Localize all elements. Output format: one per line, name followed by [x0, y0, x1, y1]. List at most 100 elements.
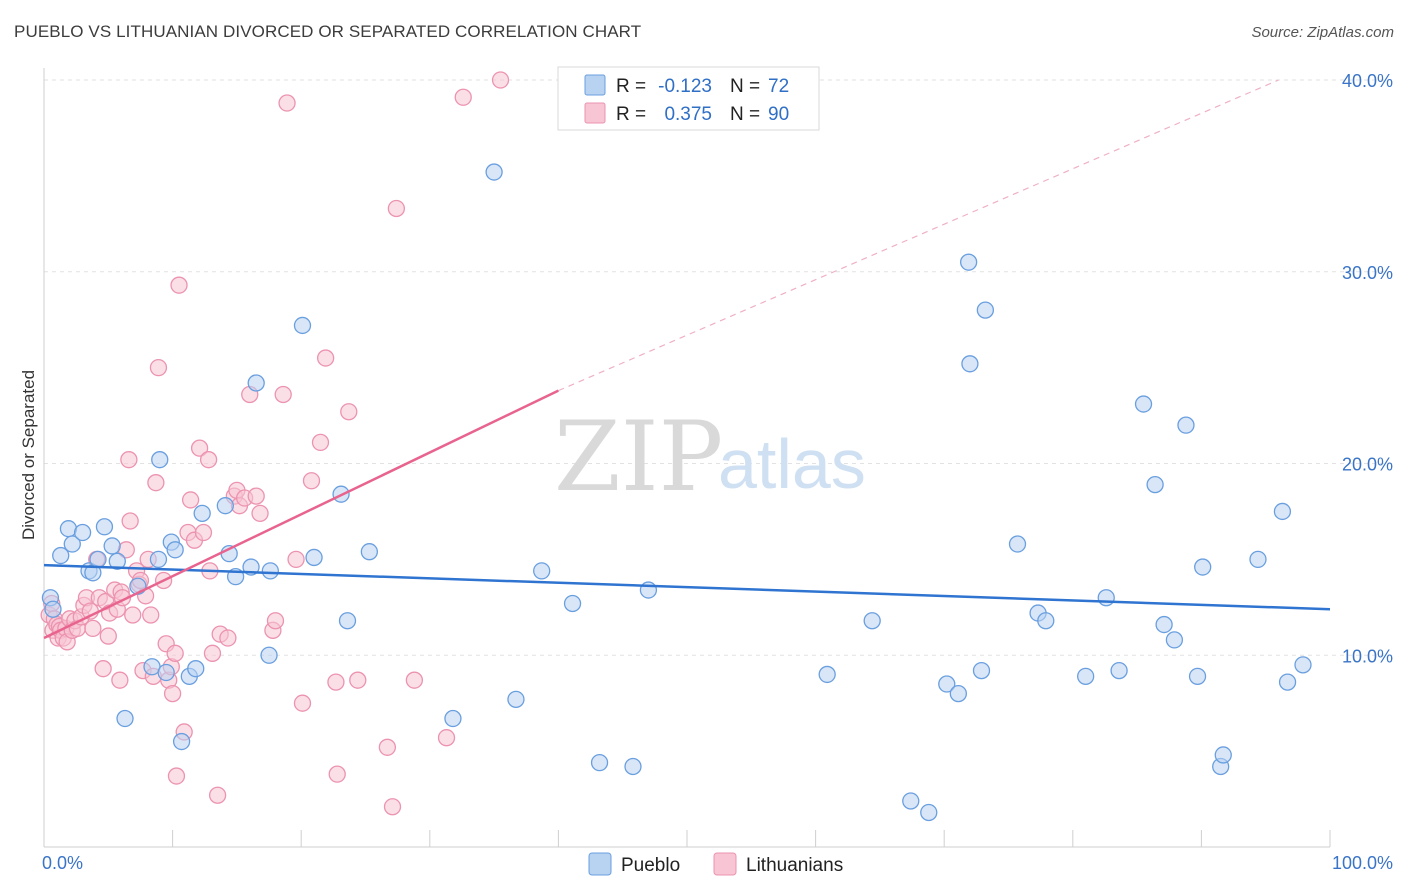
- correlation-legend: R = -0.123 N = 72 R = 0.375 N = 90: [557, 66, 820, 131]
- lithuanians-point: [293, 694, 312, 712]
- lithuanians-point: [84, 619, 102, 638]
- lithuanians-trend-line: [43, 389, 559, 640]
- pueblo-point: [187, 660, 205, 678]
- pueblo-point: [949, 684, 967, 703]
- lithuanians-point: [111, 671, 129, 689]
- legend-swatch-lithuanians: [584, 102, 606, 124]
- y-tick-labels: 10.0% 20.0% 30.0% 40.0%: [1342, 71, 1393, 666]
- series-lithuanians: [40, 71, 510, 816]
- pueblo-point: [305, 548, 323, 567]
- pueblo-point: [563, 594, 582, 613]
- lithuanians-point: [302, 472, 321, 490]
- lithuanians-point: [405, 671, 424, 689]
- pueblo-point: [1008, 535, 1027, 553]
- pueblo-point: [1294, 656, 1312, 674]
- lithuanians-point: [203, 644, 222, 662]
- pueblo-point: [624, 757, 642, 776]
- chart-title: PUEBLO VS LITHUANIAN DIVORCED OR SEPARAT…: [14, 22, 642, 41]
- series-legend: Pueblo Lithuanians: [588, 852, 843, 876]
- lithuanians-point: [99, 627, 117, 645]
- pueblo-point: [1188, 667, 1207, 685]
- lithuanians-point: [147, 474, 165, 492]
- pueblo-point: [63, 535, 81, 553]
- x-tick-labels: 0.0% 100.0%: [42, 853, 1393, 873]
- lithuanians-point: [166, 644, 184, 662]
- legend-r-value-lithuanians: 0.375: [664, 104, 712, 125]
- pueblo-point: [1165, 631, 1184, 649]
- pueblo-point: [360, 543, 379, 561]
- lithuanians-point: [378, 738, 397, 756]
- watermark: ZIP atlas: [554, 401, 866, 513]
- lithuanians-point: [328, 765, 346, 783]
- legend-swatch-pueblo: [584, 74, 606, 96]
- legend-n-value-lithuanians: 90: [768, 104, 789, 125]
- x-tick-label-max: 100.0%: [1332, 853, 1393, 873]
- pueblo-point: [1097, 589, 1115, 607]
- watermark-atlas: atlas: [718, 425, 866, 503]
- pueblo-point: [1214, 746, 1232, 764]
- bottom-legend-swatch-lithuanians: [713, 852, 737, 876]
- pueblo-point: [59, 520, 78, 538]
- pueblo-point: [293, 316, 312, 335]
- lithuanians-point: [163, 684, 182, 703]
- lithuanians-point: [266, 612, 285, 630]
- pueblo-point: [920, 803, 938, 822]
- lithuanians-point: [167, 767, 186, 785]
- lithuanians-trend-extension: [558, 79, 1279, 392]
- lithuanians-point: [199, 451, 218, 469]
- pueblo-point: [1134, 395, 1153, 413]
- lithuanians-point: [311, 433, 330, 452]
- lithuanians-point: [219, 629, 237, 647]
- legend-n-label-lithuanians: N =: [730, 104, 760, 125]
- axes: [43, 68, 1331, 848]
- pueblo-point: [89, 550, 107, 569]
- lithuanians-point: [340, 403, 358, 421]
- pueblo-point: [938, 675, 956, 693]
- pueblo-point: [103, 537, 121, 555]
- pueblo-point: [172, 732, 191, 751]
- pueblo-point: [976, 301, 995, 319]
- pueblo-point: [73, 523, 92, 542]
- lithuanians-point: [491, 71, 510, 89]
- pueblo-point: [260, 646, 278, 664]
- pueblo-point: [961, 355, 979, 373]
- pueblo-point: [1037, 612, 1055, 630]
- y-axis-title: Divorced or Separated: [19, 370, 38, 540]
- lithuanians-point: [190, 439, 209, 457]
- lithuanians-point: [383, 798, 402, 816]
- pueblo-point: [1194, 558, 1212, 576]
- lithuanians-point: [287, 550, 305, 569]
- pueblo-point: [444, 709, 462, 728]
- source-label: Source: ZipAtlas.com: [1251, 24, 1394, 41]
- legend-r-label-lithuanians: R =: [616, 104, 646, 125]
- lithuanians-point: [454, 88, 472, 106]
- pueblo-point: [1077, 667, 1095, 685]
- pueblo-point: [533, 562, 551, 580]
- watermark-zip: ZIP: [554, 401, 723, 513]
- pueblo-point: [166, 541, 184, 559]
- pueblo-point: [1249, 550, 1267, 569]
- pueblo-point: [193, 504, 211, 523]
- lithuanians-point: [149, 358, 168, 377]
- pueblo-point: [157, 663, 175, 682]
- x-tick-label-min: 0.0%: [42, 853, 83, 873]
- trend-lines: [43, 79, 1331, 640]
- pueblo-point: [52, 546, 70, 565]
- y-tick-label-30: 30.0%: [1342, 263, 1393, 283]
- pueblo-point: [1273, 502, 1292, 521]
- legend-r-label-pueblo: R =: [616, 76, 646, 97]
- pueblo-point: [959, 253, 978, 271]
- pueblo-point: [151, 451, 169, 469]
- pueblo-point: [216, 497, 234, 515]
- lithuanians-point: [349, 671, 367, 689]
- pueblo-point: [485, 163, 503, 181]
- lithuanians-point: [181, 491, 200, 509]
- bottom-legend-label-pueblo: Pueblo: [621, 855, 680, 876]
- y-tick-label-40: 40.0%: [1342, 71, 1393, 91]
- lithuanians-point: [194, 523, 213, 542]
- pueblo-point: [95, 518, 114, 536]
- lithuanians-point: [316, 349, 335, 367]
- pueblo-point: [818, 665, 836, 684]
- pueblo-trend-line: [43, 563, 1331, 611]
- pueblo-point: [1177, 416, 1195, 434]
